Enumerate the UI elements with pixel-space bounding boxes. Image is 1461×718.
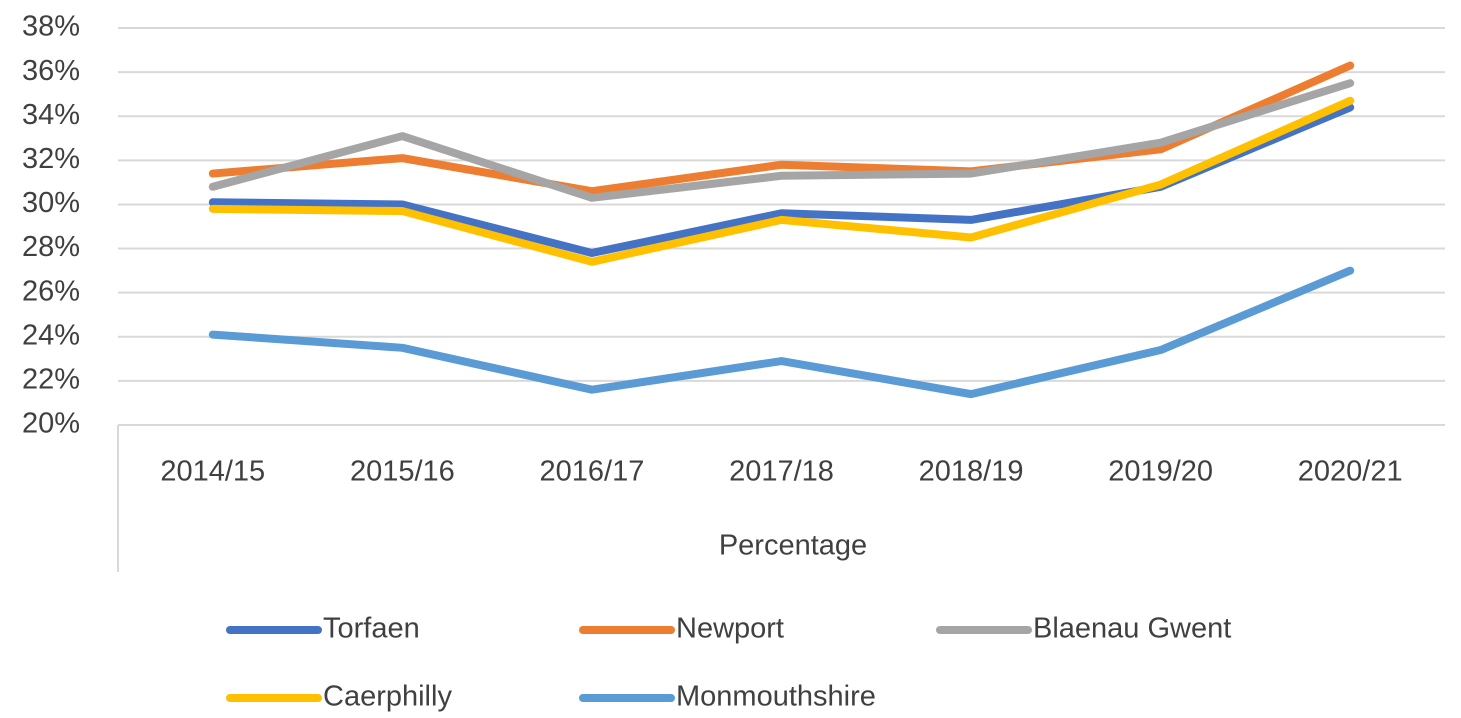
- x-tick-label: 2014/15: [160, 456, 265, 488]
- y-tick-label: 28%: [22, 231, 80, 263]
- x-tick-label: 2019/20: [1108, 456, 1213, 488]
- legend-label: Caerphilly: [323, 681, 452, 713]
- x-tick-label: 2015/16: [350, 456, 455, 488]
- x-tick-label: 2017/18: [729, 456, 834, 488]
- y-tick-label: 34%: [22, 99, 80, 131]
- x-tick-label: 2016/17: [540, 456, 645, 488]
- y-tick-label: 32%: [22, 143, 80, 175]
- y-tick-label: 38%: [22, 11, 80, 43]
- series-line: [208, 61, 1355, 196]
- legend-label: Blaenau Gwent: [1033, 613, 1231, 645]
- legend-label: Newport: [676, 613, 784, 645]
- y-tick-label: 36%: [22, 55, 80, 87]
- series-line: [208, 96, 1355, 266]
- legend-label: Monmouthshire: [676, 681, 876, 713]
- series-line: [208, 79, 1355, 202]
- x-axis-label: Percentage: [719, 530, 867, 562]
- y-tick-label: 22%: [22, 364, 80, 396]
- y-tick-label: 30%: [22, 187, 80, 219]
- series-line: [208, 266, 1355, 399]
- x-tick-label: 2020/21: [1298, 456, 1403, 488]
- y-tick-label: 26%: [22, 275, 80, 307]
- y-tick-label: 20%: [22, 408, 80, 440]
- x-tick-label: 2018/19: [919, 456, 1024, 488]
- y-tick-label: 24%: [22, 319, 80, 351]
- legend-label: Torfaen: [323, 613, 420, 645]
